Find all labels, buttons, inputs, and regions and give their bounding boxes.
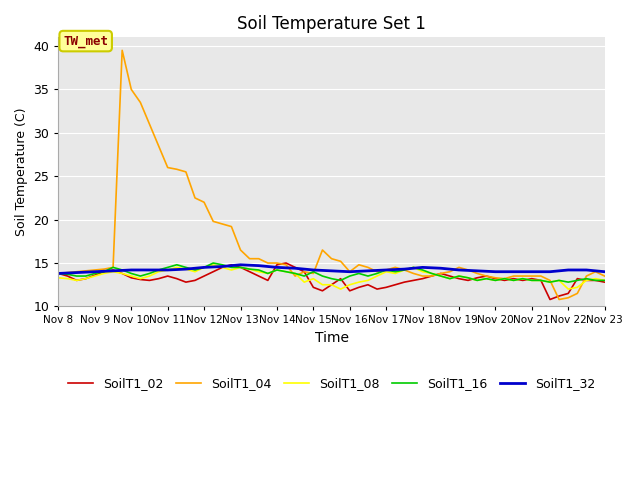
SoilT1_08	[164, 267, 172, 273]
SoilT1_16	[392, 269, 399, 275]
SoilT1_32	[382, 267, 390, 273]
SoilT1_32	[437, 265, 445, 271]
Y-axis label: Soil Temperature (C): Soil Temperature (C)	[15, 108, 28, 236]
Line: SoilT1_16: SoilT1_16	[58, 263, 605, 282]
Line: SoilT1_04: SoilT1_04	[58, 50, 605, 300]
SoilT1_08	[54, 275, 62, 281]
SoilT1_16	[546, 279, 554, 285]
SoilT1_02	[537, 277, 545, 283]
SoilT1_08	[601, 277, 609, 283]
SoilT1_32	[218, 264, 226, 269]
SoilT1_32	[474, 268, 481, 274]
SoilT1_04	[556, 297, 563, 302]
SoilT1_32	[364, 268, 372, 274]
SoilT1_32	[346, 269, 353, 275]
SoilT1_32	[546, 269, 554, 275]
SoilT1_32	[273, 264, 281, 270]
SoilT1_32	[91, 269, 99, 275]
SoilT1_32	[291, 265, 299, 271]
SoilT1_32	[200, 264, 208, 270]
SoilT1_04	[118, 48, 126, 53]
SoilT1_08	[364, 277, 372, 283]
SoilT1_16	[355, 271, 363, 276]
SoilT1_02	[282, 260, 290, 266]
SoilT1_08	[182, 266, 189, 272]
SoilT1_16	[164, 264, 172, 270]
SoilT1_04	[200, 199, 208, 205]
SoilT1_04	[328, 256, 335, 262]
SoilT1_04	[100, 266, 108, 272]
SoilT1_04	[537, 273, 545, 279]
SoilT1_32	[164, 267, 172, 273]
SoilT1_08	[209, 262, 217, 268]
SoilT1_04	[392, 264, 399, 270]
SoilT1_32	[146, 267, 154, 273]
Line: SoilT1_02: SoilT1_02	[58, 263, 605, 300]
Text: TW_met: TW_met	[63, 35, 108, 48]
SoilT1_02	[54, 271, 62, 276]
SoilT1_04	[173, 167, 180, 172]
SoilT1_02	[164, 273, 172, 279]
SoilT1_04	[54, 271, 62, 276]
SoilT1_32	[564, 267, 572, 273]
SoilT1_32	[528, 269, 536, 275]
SoilT1_02	[182, 279, 189, 285]
SoilT1_16	[601, 277, 609, 283]
Line: SoilT1_08: SoilT1_08	[58, 265, 605, 289]
SoilT1_16	[537, 277, 545, 283]
SoilT1_32	[182, 266, 189, 272]
SoilT1_32	[109, 268, 117, 274]
SoilT1_32	[401, 266, 408, 272]
SoilT1_32	[54, 271, 62, 276]
SoilT1_32	[73, 270, 81, 276]
SoilT1_04	[601, 273, 609, 279]
SoilT1_32	[601, 269, 609, 275]
SoilT1_08	[337, 286, 344, 292]
SoilT1_16	[54, 271, 62, 276]
SoilT1_32	[455, 267, 463, 273]
SoilT1_16	[255, 267, 262, 273]
SoilT1_02	[601, 279, 609, 285]
SoilT1_08	[255, 269, 262, 275]
SoilT1_02	[246, 269, 253, 275]
SoilT1_08	[401, 267, 408, 273]
SoilT1_08	[546, 279, 554, 285]
SoilT1_32	[328, 268, 335, 274]
X-axis label: Time: Time	[314, 331, 349, 345]
Title: Soil Temperature Set 1: Soil Temperature Set 1	[237, 15, 426, 33]
SoilT1_32	[509, 269, 517, 275]
SoilT1_02	[355, 285, 363, 290]
SoilT1_32	[582, 267, 590, 273]
SoilT1_02	[546, 297, 554, 302]
SoilT1_32	[237, 262, 244, 268]
Legend: SoilT1_02, SoilT1_04, SoilT1_08, SoilT1_16, SoilT1_32: SoilT1_02, SoilT1_04, SoilT1_08, SoilT1_…	[63, 372, 600, 395]
SoilT1_16	[182, 264, 189, 270]
SoilT1_16	[209, 260, 217, 266]
SoilT1_32	[255, 263, 262, 268]
SoilT1_02	[392, 282, 399, 288]
Line: SoilT1_32: SoilT1_32	[58, 265, 605, 274]
SoilT1_32	[419, 264, 426, 270]
SoilT1_32	[310, 267, 317, 273]
SoilT1_32	[127, 267, 135, 273]
SoilT1_32	[492, 269, 499, 275]
